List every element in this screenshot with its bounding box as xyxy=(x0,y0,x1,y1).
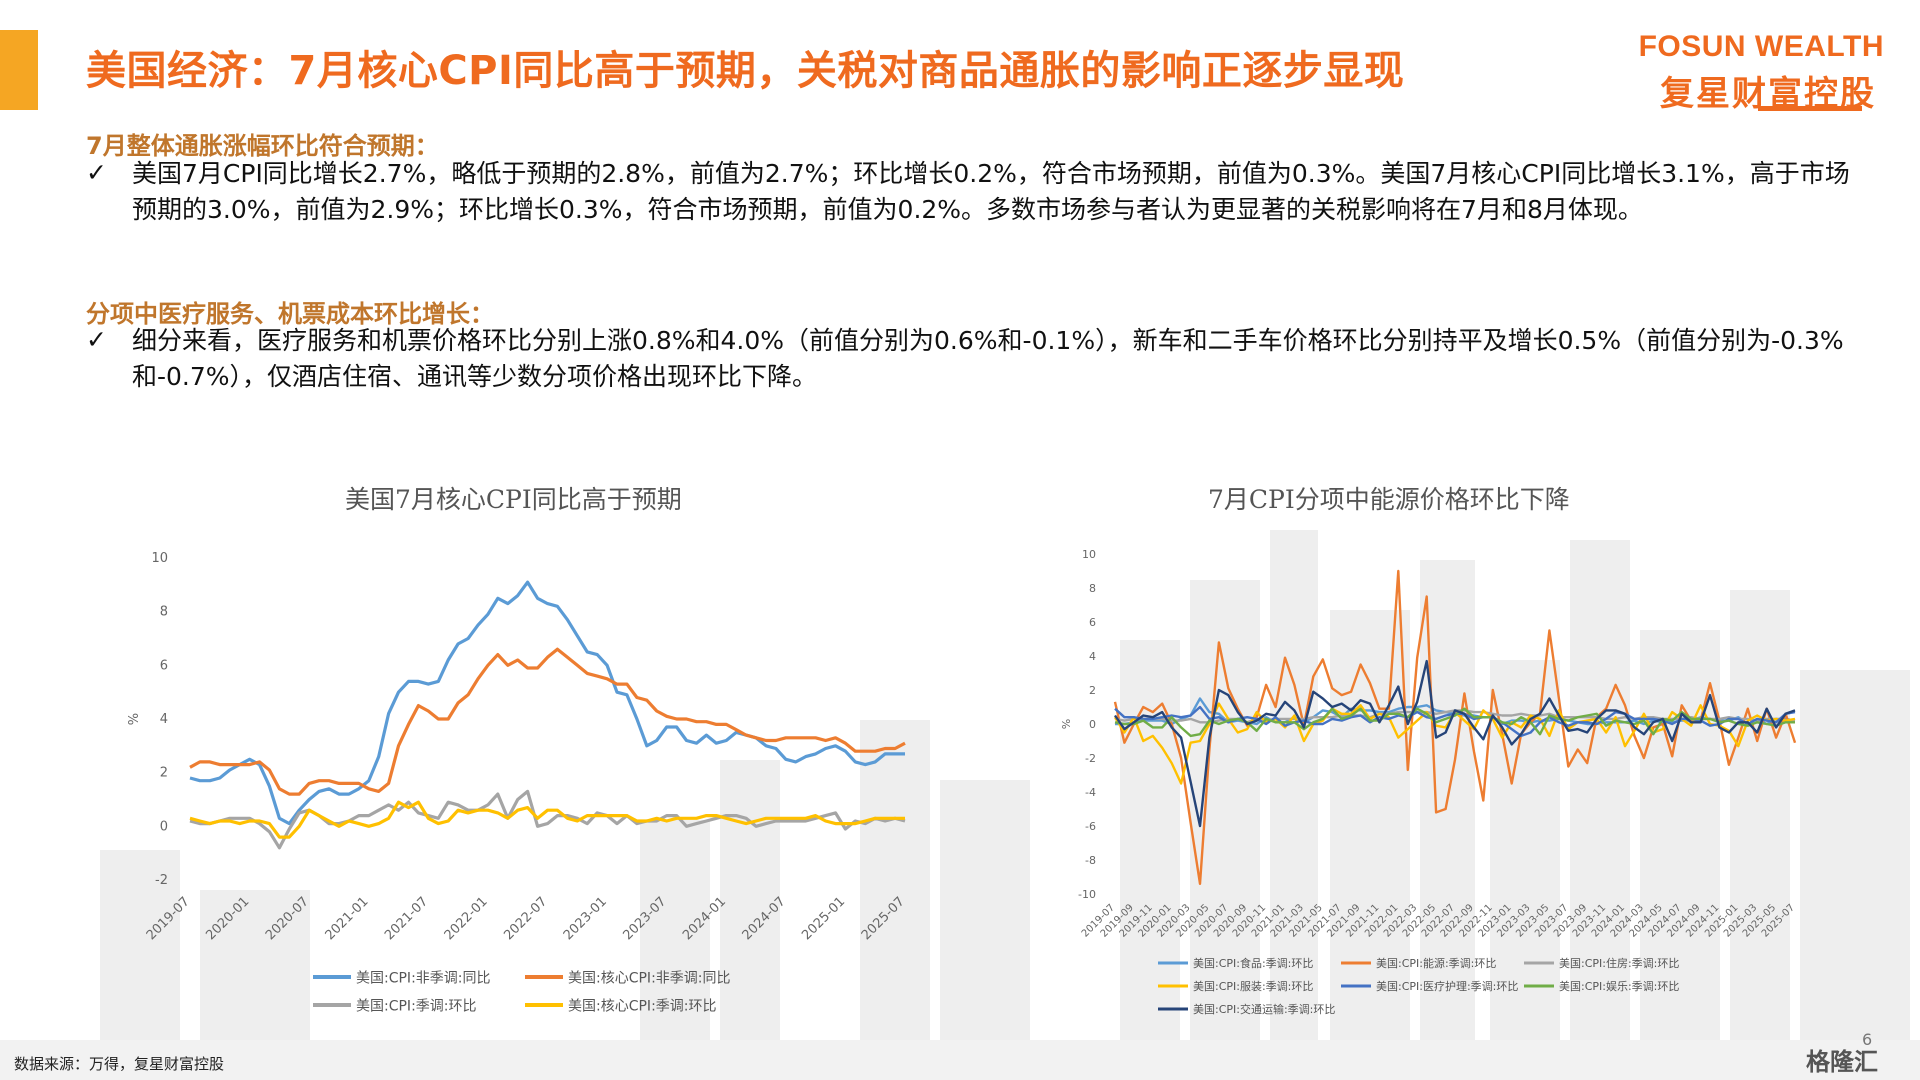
legend-label: 美国:CPI:季调:环比 xyxy=(356,998,477,1014)
x-tick-label: 2019-07 xyxy=(144,894,193,943)
page-title: 美国经济：7月核心CPI同比高于预期，关税对商品通胀的影响正逐步显现 xyxy=(86,48,1405,94)
legend-label: 美国:核心CPI:非季调:同比 xyxy=(568,970,731,986)
series-line xyxy=(1113,569,1797,885)
cpi-components-mom-chart: -10-8-6-4-20246810%2019-072019-092019-11… xyxy=(1060,548,1797,1016)
y-tick-label: 4 xyxy=(160,712,168,727)
legend-label: 美国:CPI:能源:季调:环比 xyxy=(1376,956,1496,970)
y-tick-label: 10 xyxy=(151,551,168,566)
y-tick-label: -6 xyxy=(1085,820,1096,833)
y-tick-label: -4 xyxy=(1085,786,1096,799)
x-tick-label: 2024-07 xyxy=(740,894,789,943)
series-line xyxy=(189,800,905,839)
brand-underline xyxy=(1758,106,1862,111)
series-line xyxy=(1114,659,1796,828)
x-tick-label: 2020-01 xyxy=(203,894,252,943)
legend-label: 美国:CPI:住房:季调:环比 xyxy=(1559,956,1679,970)
brand-logo-en: FOSUN WEALTH xyxy=(1638,30,1884,63)
x-tick-label: 2022-07 xyxy=(501,894,550,943)
title-accent-bar xyxy=(0,30,38,110)
legend-label: 美国:CPI:食品:季调:环比 xyxy=(1193,956,1313,970)
series-line xyxy=(1114,707,1795,738)
x-tick-label: 2020-07 xyxy=(263,894,312,943)
legend-label: 美国:CPI:非季调:同比 xyxy=(356,970,491,986)
series-line xyxy=(189,580,905,826)
x-tick-label: 2021-01 xyxy=(323,894,372,943)
x-tick-label: 2022-01 xyxy=(442,894,491,943)
y-tick-label: 6 xyxy=(1089,616,1096,629)
page-number: 6 xyxy=(1862,1030,1873,1049)
section-heading-overall-inflation: 7月整体通胀涨幅环比符合预期： xyxy=(86,132,439,160)
y-tick-label: -2 xyxy=(1085,752,1096,765)
check-icon: ✓ xyxy=(86,325,107,354)
section-text-components: 细分来看，医疗服务和机票价格环比分别上涨0.8%和4.0%（前值分别为0.6%和… xyxy=(132,326,1844,391)
y-tick-label: -8 xyxy=(1085,854,1096,867)
chart2-title: 7月CPI分项中能源价格环比下降 xyxy=(1208,485,1570,514)
y-tick-label: 2 xyxy=(160,766,168,781)
legend-label: 美国:CPI:交通运输:季调:环比 xyxy=(1193,1002,1335,1016)
y-tick-label: 0 xyxy=(1089,718,1096,731)
y-tick-label: 8 xyxy=(160,605,168,620)
y-tick-label: 4 xyxy=(1089,650,1096,663)
y-tick-label: -10 xyxy=(1078,888,1096,901)
legend-label: 美国:CPI:娱乐:季调:环比 xyxy=(1559,979,1679,993)
x-tick-label: 2025-07 xyxy=(859,894,908,943)
x-tick-label: 2024-01 xyxy=(680,894,729,943)
x-tick-label: 2021-07 xyxy=(382,894,431,943)
x-tick-label: 2023-07 xyxy=(620,894,669,943)
y-tick-label: 6 xyxy=(160,658,168,673)
series-line xyxy=(1114,705,1796,738)
y-tick-label: 8 xyxy=(1089,582,1096,595)
watermark: 格隆汇 xyxy=(1806,1048,1878,1076)
x-tick-label: 2023-01 xyxy=(561,894,610,943)
y-tick-label: 10 xyxy=(1082,548,1096,561)
data-source-note: 数据来源：万得，复星财富控股 xyxy=(14,1055,225,1073)
y-tick-label: -2 xyxy=(155,873,168,888)
legend-label: 美国:CPI:医疗护理:季调:环比 xyxy=(1376,979,1518,993)
x-tick-label: 2025-01 xyxy=(799,894,848,943)
legend-label: 美国:核心CPI:季调:环比 xyxy=(568,998,717,1014)
section-text-overall-inflation: 美国7月CPI同比增长2.7%，略低于预期的2.8%，前值为2.7%；环比增长0… xyxy=(132,159,1850,224)
y-tick-label: 2 xyxy=(1089,684,1096,697)
y-axis-label: % xyxy=(1060,719,1073,729)
chart1-title: 美国7月核心CPI同比高于预期 xyxy=(345,485,682,514)
legend-label: 美国:CPI:服装:季调:环比 xyxy=(1193,980,1313,993)
y-axis-label: % xyxy=(127,713,142,725)
check-icon: ✓ xyxy=(86,158,107,187)
section-heading-components: 分项中医疗服务、机票成本环比增长： xyxy=(86,300,494,328)
series-line xyxy=(189,647,906,796)
y-tick-label: 0 xyxy=(160,819,168,834)
